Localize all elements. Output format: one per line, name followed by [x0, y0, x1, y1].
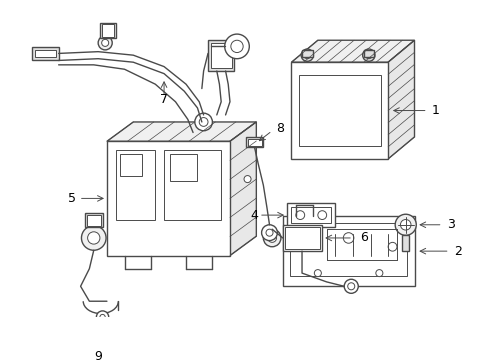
Circle shape [394, 214, 415, 235]
Bar [285, 228, 319, 248]
Bar [102, 24, 114, 37]
Bar [170, 154, 196, 181]
Circle shape [224, 34, 249, 59]
Bar [282, 216, 414, 286]
Text: 6: 6 [359, 231, 367, 244]
Circle shape [314, 270, 321, 276]
Text: 3: 3 [446, 218, 454, 231]
Circle shape [365, 52, 371, 59]
Bar [32, 47, 59, 59]
Circle shape [387, 242, 396, 251]
Bar [245, 137, 263, 148]
Bar [289, 223, 407, 276]
Circle shape [267, 234, 276, 242]
Polygon shape [107, 122, 256, 141]
Circle shape [100, 314, 105, 320]
Bar [100, 23, 116, 39]
Text: 2: 2 [453, 245, 461, 258]
Circle shape [347, 283, 354, 290]
Text: 4: 4 [250, 208, 258, 222]
Text: 9: 9 [94, 350, 102, 360]
Circle shape [265, 229, 272, 236]
Bar [247, 139, 261, 146]
Circle shape [375, 270, 382, 276]
Bar [291, 207, 330, 223]
Circle shape [96, 311, 108, 323]
Bar [298, 75, 380, 146]
Circle shape [400, 220, 410, 230]
Text: 5: 5 [68, 192, 76, 205]
Bar [107, 141, 229, 256]
Bar [302, 50, 312, 57]
Bar [402, 235, 408, 251]
Bar [210, 43, 231, 68]
Bar [286, 203, 335, 228]
Bar [120, 154, 142, 176]
Circle shape [295, 211, 304, 220]
Bar [291, 62, 387, 159]
Polygon shape [291, 40, 414, 62]
Text: 1: 1 [431, 104, 439, 117]
Circle shape [199, 118, 207, 126]
Circle shape [303, 52, 310, 59]
Circle shape [343, 233, 353, 243]
Bar [35, 50, 56, 57]
Circle shape [261, 225, 277, 240]
Circle shape [194, 113, 212, 131]
Bar [86, 215, 101, 226]
Circle shape [301, 49, 313, 61]
Circle shape [362, 49, 374, 61]
Circle shape [244, 176, 250, 183]
Circle shape [230, 40, 243, 53]
Bar [164, 150, 221, 220]
Circle shape [81, 226, 106, 250]
Polygon shape [387, 40, 414, 159]
Bar [85, 213, 102, 228]
Circle shape [102, 39, 108, 46]
Circle shape [344, 279, 358, 293]
Bar [363, 50, 373, 57]
Circle shape [98, 36, 112, 50]
Circle shape [317, 211, 326, 220]
Circle shape [299, 233, 309, 243]
Circle shape [263, 229, 281, 247]
Text: 8: 8 [276, 122, 284, 135]
Bar [207, 40, 234, 71]
Circle shape [87, 232, 100, 244]
Polygon shape [229, 122, 256, 256]
Bar [116, 150, 155, 220]
Text: 7: 7 [160, 93, 168, 106]
Bar [282, 225, 322, 251]
